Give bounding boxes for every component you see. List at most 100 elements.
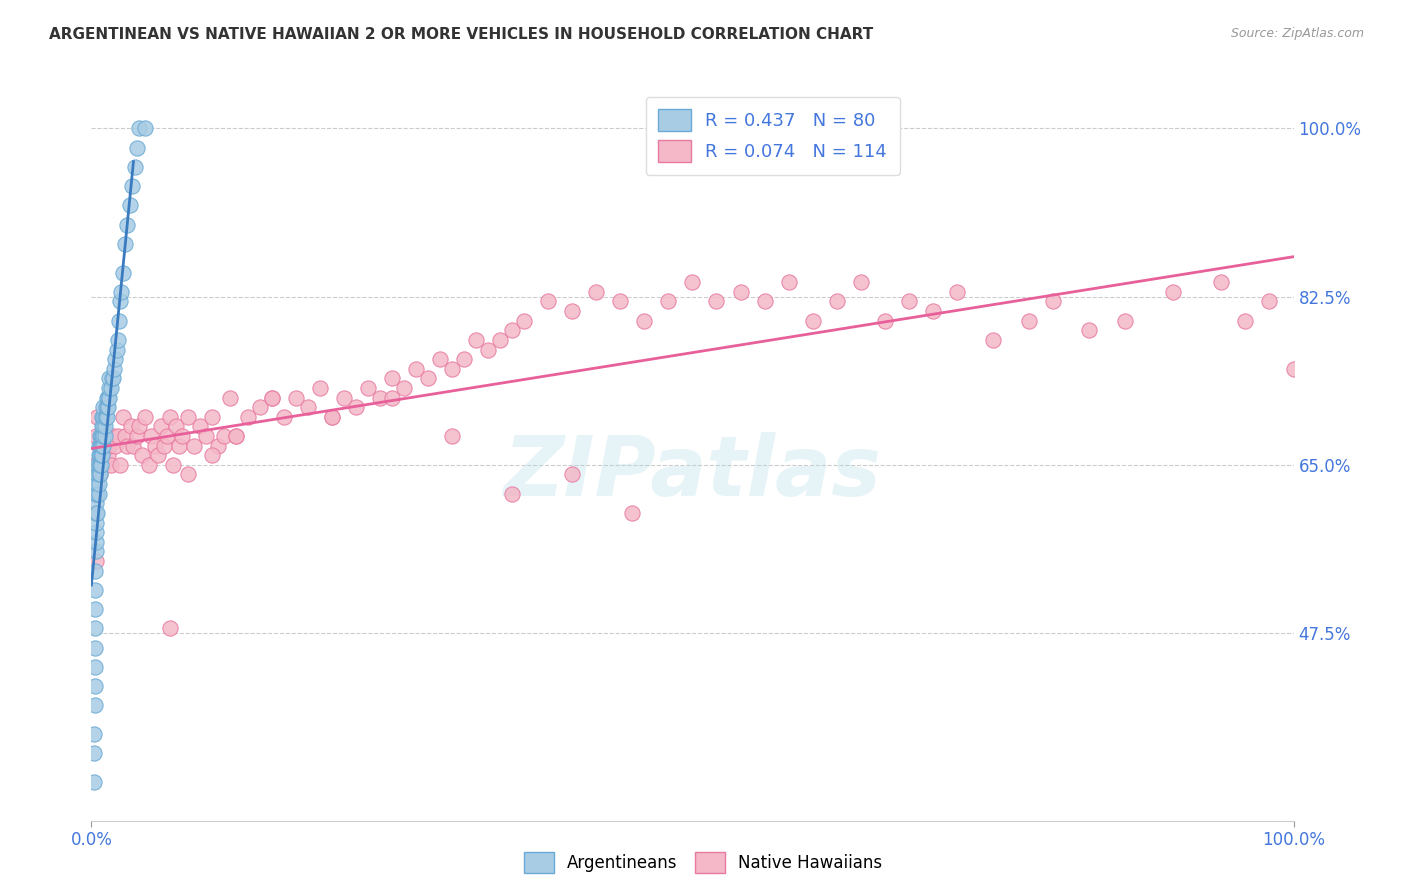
Point <box>87 448 110 462</box>
Point <box>84 534 107 549</box>
Point <box>585 285 607 299</box>
Point <box>131 448 153 462</box>
Point <box>93 419 115 434</box>
Point <box>84 582 107 597</box>
Point <box>101 371 124 385</box>
Point <box>1114 313 1136 327</box>
Point <box>159 621 181 635</box>
Point <box>90 439 112 453</box>
Point <box>93 458 115 472</box>
Point <box>87 439 110 453</box>
Point <box>83 775 105 789</box>
Point <box>96 400 118 414</box>
Point <box>165 419 187 434</box>
Point <box>110 294 132 309</box>
Point <box>84 660 107 674</box>
Point <box>121 179 143 194</box>
Point <box>84 544 107 558</box>
Point <box>897 294 920 309</box>
Point <box>218 391 240 405</box>
Point <box>501 323 523 337</box>
Point <box>801 313 824 327</box>
Point <box>477 343 499 357</box>
Point <box>100 458 122 472</box>
Text: ARGENTINEAN VS NATIVE HAWAIIAN 2 OR MORE VEHICLES IN HOUSEHOLD CORRELATION CHART: ARGENTINEAN VS NATIVE HAWAIIAN 2 OR MORE… <box>49 27 873 42</box>
Text: Source: ZipAtlas.com: Source: ZipAtlas.com <box>1230 27 1364 40</box>
Point <box>84 429 107 443</box>
Point <box>108 313 131 327</box>
Point <box>84 516 107 530</box>
Point <box>681 275 703 289</box>
Point <box>89 467 111 482</box>
Point <box>207 439 229 453</box>
Point <box>188 419 211 434</box>
Point <box>93 429 115 443</box>
Point <box>91 439 114 453</box>
Point <box>93 409 115 424</box>
Point <box>657 294 679 309</box>
Point <box>97 400 120 414</box>
Point <box>89 467 111 482</box>
Point <box>1234 313 1257 327</box>
Point <box>513 313 536 327</box>
Point <box>849 275 872 289</box>
Point <box>84 679 107 693</box>
Point <box>117 439 139 453</box>
Point <box>537 294 560 309</box>
Point <box>308 381 330 395</box>
Point <box>561 467 583 482</box>
Point <box>501 487 523 501</box>
Point <box>170 429 193 443</box>
Point <box>118 198 141 212</box>
Point <box>730 285 752 299</box>
Point <box>93 400 115 414</box>
Point <box>86 477 108 491</box>
Point <box>83 458 105 472</box>
Point <box>98 439 121 453</box>
Point <box>91 419 114 434</box>
Point <box>128 121 150 136</box>
Point <box>609 294 631 309</box>
Point <box>381 371 404 385</box>
Point <box>260 391 283 405</box>
Point <box>249 400 271 414</box>
Point <box>212 429 235 443</box>
Point <box>176 467 198 482</box>
Point <box>110 458 132 472</box>
Point <box>97 391 120 405</box>
Point <box>321 409 343 424</box>
Point <box>87 467 110 482</box>
Point <box>107 333 129 347</box>
Point <box>86 458 108 472</box>
Point <box>87 458 110 472</box>
Point <box>141 429 163 443</box>
Point <box>284 391 307 405</box>
Point <box>176 409 198 424</box>
Legend: Argentineans, Native Hawaiians: Argentineans, Native Hawaiians <box>517 846 889 880</box>
Point <box>981 333 1004 347</box>
Point <box>84 698 107 713</box>
Point <box>103 361 125 376</box>
Point <box>1018 313 1040 327</box>
Point <box>91 429 114 443</box>
Point <box>94 439 117 453</box>
Point <box>225 429 247 443</box>
Point <box>84 564 107 578</box>
Point <box>84 506 107 520</box>
Point <box>97 448 120 462</box>
Point <box>111 266 134 280</box>
Point <box>134 121 156 136</box>
Point <box>86 467 108 482</box>
Point <box>120 419 142 434</box>
Point <box>86 506 108 520</box>
Point <box>124 160 146 174</box>
Point <box>94 409 117 424</box>
Point <box>633 313 655 327</box>
Point <box>465 333 488 347</box>
Point <box>86 409 108 424</box>
Point <box>1078 323 1101 337</box>
Point <box>778 275 800 289</box>
Point <box>1161 285 1184 299</box>
Point <box>1282 361 1305 376</box>
Point <box>94 400 117 414</box>
